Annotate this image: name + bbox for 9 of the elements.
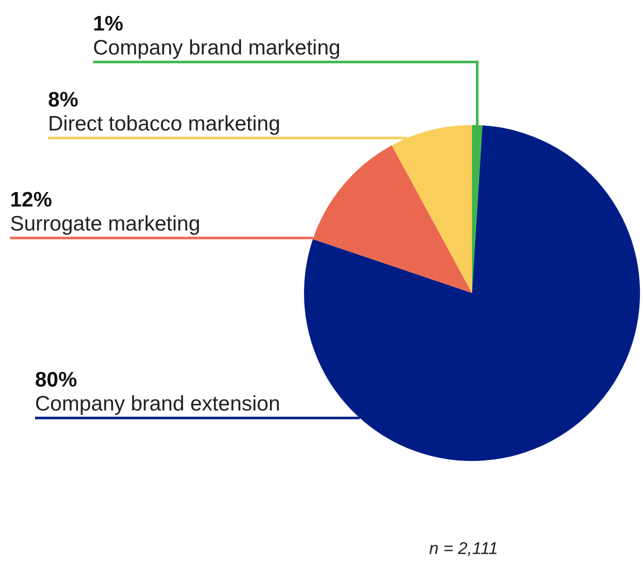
slice-label: Direct tobacco marketing — [48, 112, 280, 136]
slice-label: Company brand extension — [35, 392, 280, 416]
slice-label: Surrogate marketing — [10, 212, 200, 236]
data-label: 12% — [10, 188, 52, 212]
data-label: 8% — [48, 88, 79, 112]
text: n = 2,111 — [429, 539, 498, 558]
data-label: 80% — [35, 368, 78, 392]
data-label: 1% — [93, 12, 124, 36]
slice-label: Company brand marketing — [93, 36, 340, 60]
